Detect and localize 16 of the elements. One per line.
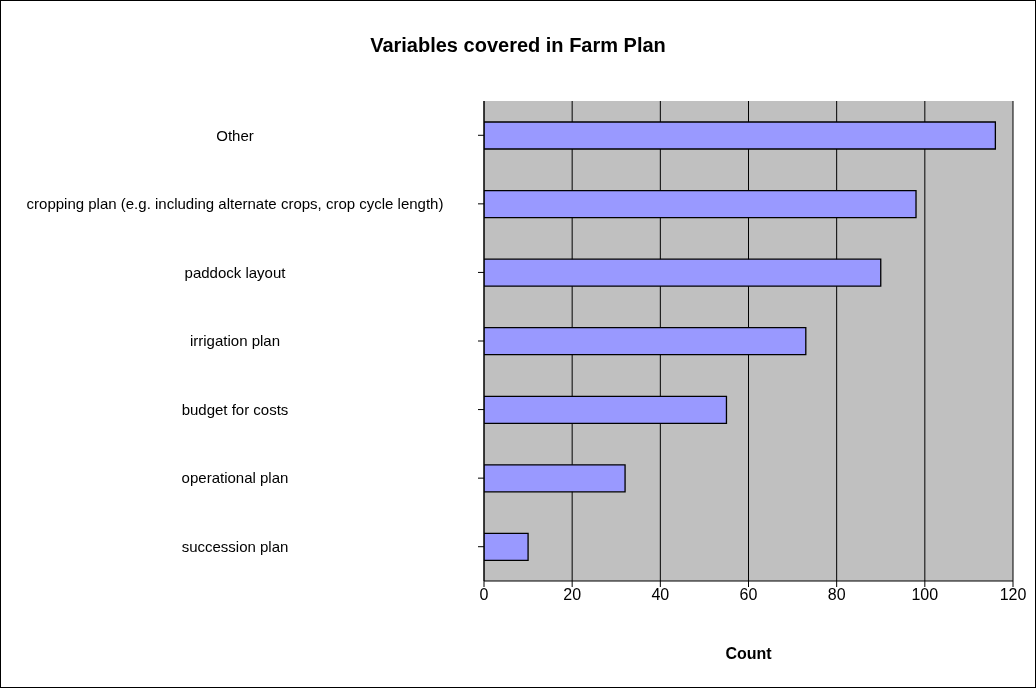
- x-tick-label: 60: [739, 586, 758, 604]
- chart-title: Variables covered in Farm Plan: [369, 34, 667, 57]
- x-tick-label: 0: [479, 586, 489, 604]
- y-tick-label: budget for costs: [181, 400, 289, 418]
- y-tick-label: succession plan: [181, 538, 289, 556]
- x-tick-label: 100: [911, 586, 939, 604]
- y-tick-label: paddock layout: [184, 263, 287, 281]
- x-tick-label: 40: [651, 586, 670, 604]
- y-tick-label: operational plan: [181, 469, 289, 487]
- y-tick-label: irrigation plan: [189, 332, 281, 350]
- x-tick-label: 20: [563, 586, 582, 604]
- x-tick-label: 120: [999, 586, 1027, 604]
- x-tick-label: 80: [827, 586, 846, 604]
- y-tick-label: cropping plan (e.g. including alternate crops, crop cycle length): [26, 195, 444, 213]
- x-axis-title: Count: [725, 645, 773, 662]
- y-tick-label: Other: [216, 126, 254, 144]
